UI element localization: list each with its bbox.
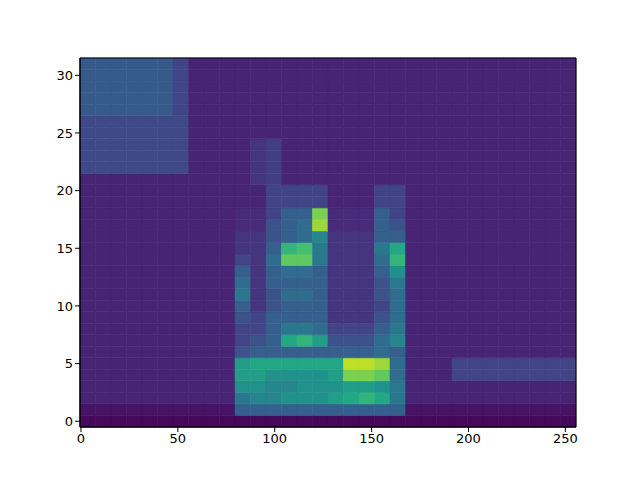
- svg-text:10: 10: [56, 299, 73, 314]
- svg-text:5: 5: [65, 356, 73, 371]
- svg-text:100: 100: [262, 431, 287, 446]
- svg-text:0: 0: [65, 414, 73, 429]
- svg-text:20: 20: [56, 183, 73, 198]
- svg-text:50: 50: [170, 431, 187, 446]
- svg-text:0: 0: [77, 431, 85, 446]
- svg-text:200: 200: [456, 431, 481, 446]
- svg-text:25: 25: [56, 126, 73, 141]
- svg-text:30: 30: [56, 68, 73, 83]
- svg-text:15: 15: [56, 241, 73, 256]
- svg-text:250: 250: [553, 431, 578, 446]
- svg-text:150: 150: [359, 431, 384, 446]
